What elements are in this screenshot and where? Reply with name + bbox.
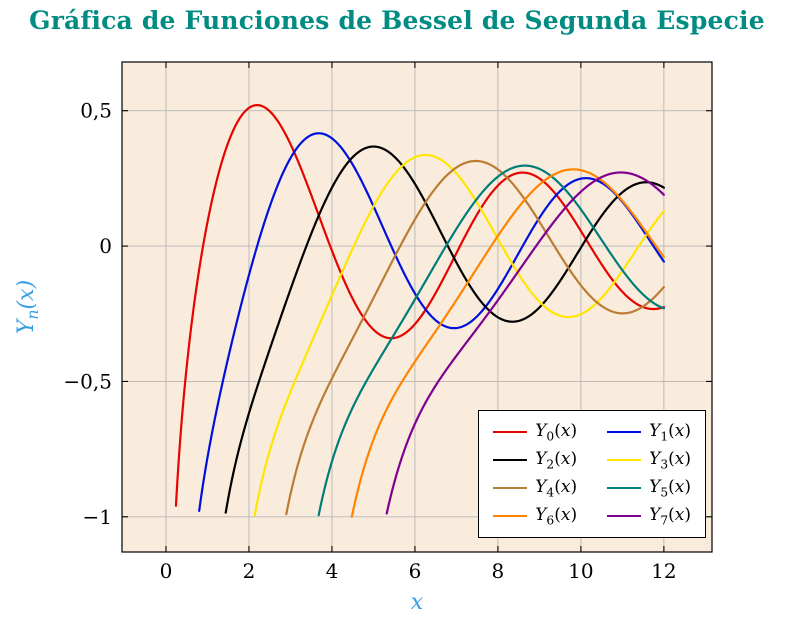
curve-y6 (350, 168, 665, 518)
legend-label-y4: Y4(x) (535, 476, 578, 500)
legend-item-y2: Y2(x) (493, 449, 577, 471)
legend-line-sample-y5 (607, 486, 642, 490)
plot-border (121, 61, 713, 553)
tick-marks (122, 62, 712, 552)
legend-label-y5: Y5(x) (649, 476, 691, 500)
legend: Y0(x) Y1(x) Y2(x) Y3(x) Y4(x) Y5(x) Y6(x) Y7(x) (478, 410, 706, 538)
x-tick-label: 10 (568, 559, 593, 583)
legend-label-y1: Y1(x) (649, 420, 691, 444)
curve-y3 (253, 153, 665, 517)
x-tick-label: 12 (651, 559, 676, 583)
legend-item-y3: Y3(x) (607, 449, 691, 471)
grid (122, 62, 712, 552)
x-tick-label: 6 (409, 559, 422, 583)
x-tick-label: 0 (160, 559, 173, 583)
legend-item-y6: Y6(x) (493, 505, 577, 527)
tick-labels: 0 2 4 6 8 10 12 −1 −0,5 0 0,5 (63, 99, 676, 583)
legend-item-y4: Y4(x) (493, 477, 577, 499)
x-tick-label: 8 (492, 559, 505, 583)
chart-title: Gráfica de Funciones de Bessel de Segund… (29, 6, 765, 35)
legend-item-y5: Y5(x) (607, 477, 691, 499)
curve-y1 (198, 132, 665, 512)
legend-line-sample-y2 (493, 458, 528, 462)
legend-label-y3: Y3(x) (649, 448, 691, 472)
x-axis-label: x (410, 590, 424, 615)
legend-item-y0: Y0(x) (493, 421, 577, 443)
curve-y7 (385, 171, 665, 515)
legend-item-y7: Y7(x) (607, 505, 691, 527)
curve-y0 (174, 104, 665, 507)
legend-line-sample-y3 (607, 458, 642, 462)
curve-y2 (224, 145, 665, 514)
legend-label-y0: Y0(x) (535, 420, 578, 444)
legend-line-sample-y1 (607, 430, 642, 434)
legend-line-sample-y6 (493, 514, 528, 518)
legend-label-y6: Y6(x) (535, 504, 578, 528)
x-tick-label: 2 (243, 559, 256, 583)
curves (174, 104, 665, 518)
x-tick-label: 4 (326, 559, 339, 583)
y-tick-label: −0,5 (63, 369, 112, 393)
legend-line-sample-y0 (493, 430, 528, 434)
y-tick-label: −1 (83, 505, 112, 529)
legend-item-y1: Y1(x) (607, 421, 691, 443)
curve-y5 (317, 164, 665, 517)
legend-label-y2: Y2(x) (535, 448, 578, 472)
legend-line-sample-y7 (607, 514, 642, 518)
y-tick-label: 0 (99, 234, 112, 258)
curve-y4 (285, 159, 665, 516)
legend-line-sample-y4 (493, 486, 528, 490)
legend-label-y7: Y7(x) (649, 504, 691, 528)
y-tick-label: 0,5 (80, 99, 112, 123)
y-axis-label: Yn(x) (13, 279, 43, 335)
